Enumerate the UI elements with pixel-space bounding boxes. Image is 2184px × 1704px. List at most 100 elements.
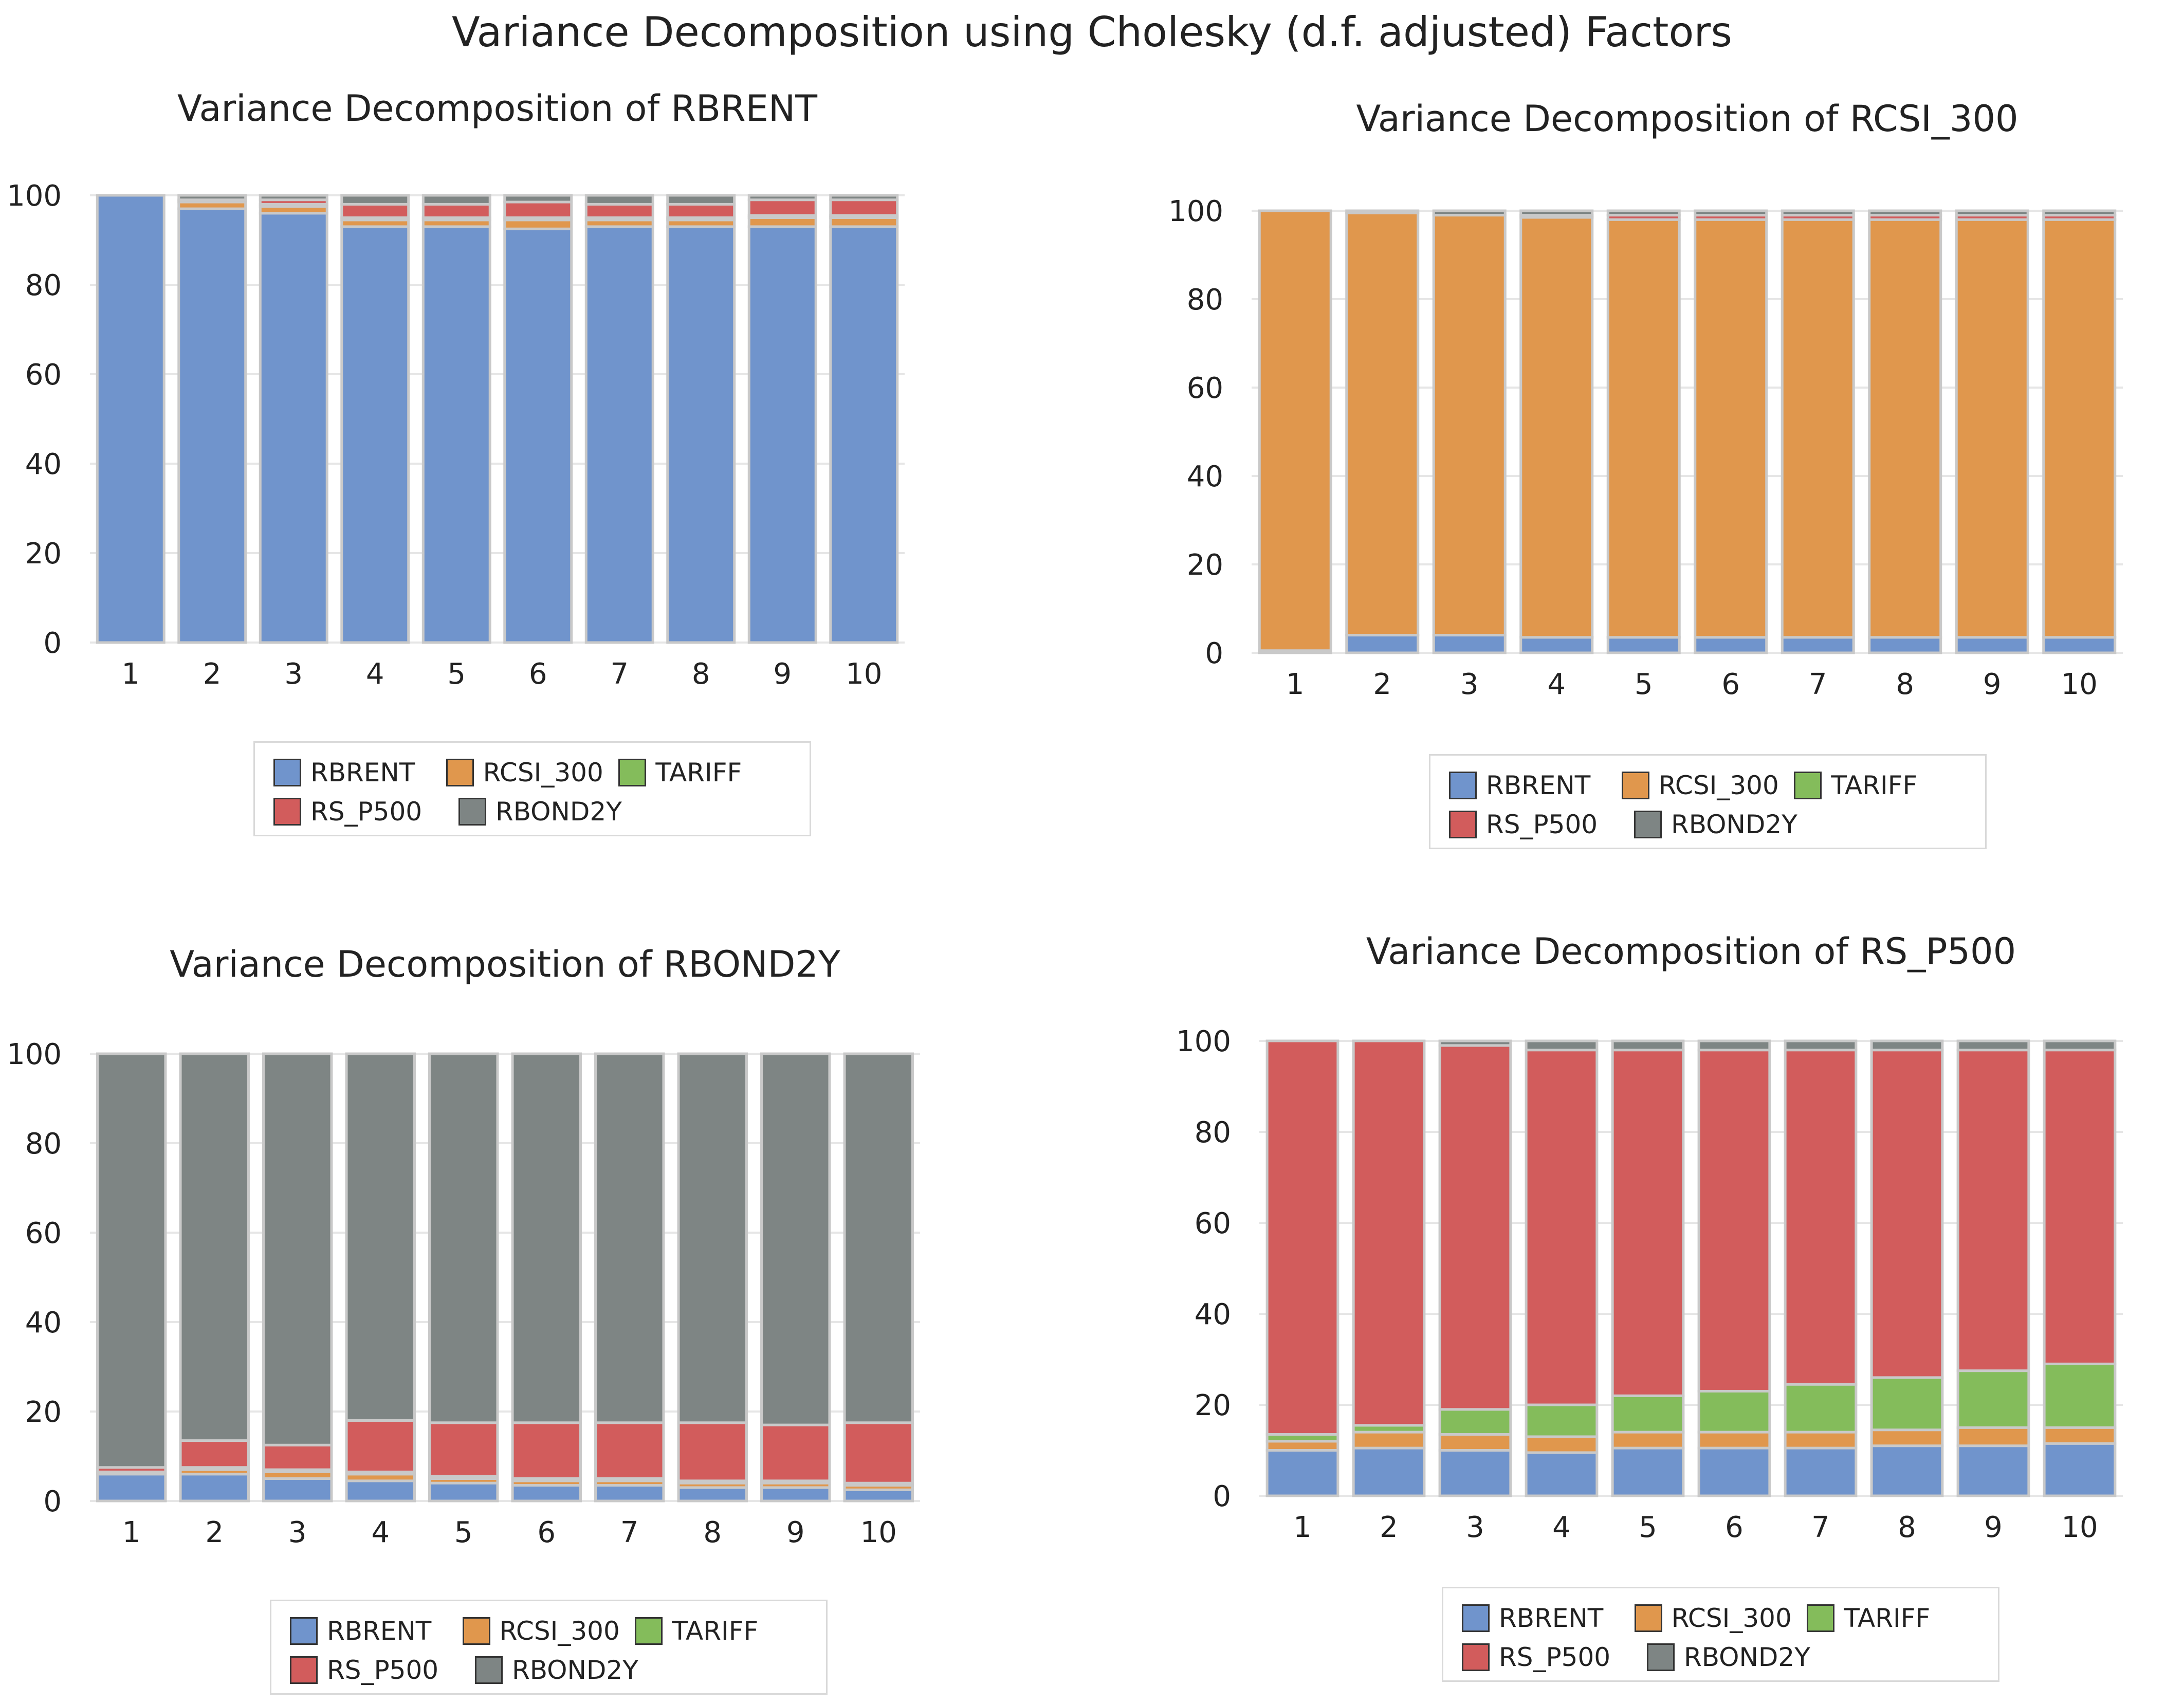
x-tick-label: 2 [1380,1511,1398,1544]
bar-segment-rbond2y [1955,209,2029,217]
bar-segment-tariff [1525,1403,1599,1438]
x-tick-label: 5 [1639,1511,1657,1544]
y-tick-label: 100 [7,179,62,213]
bar-segment-rs-p500 [511,1421,582,1480]
legend-label: RBOND2Y [1684,1642,1810,1672]
x-tick-label: 7 [610,657,629,691]
x-tick-label: 1 [1286,668,1305,701]
y-tick-label: 0 [43,1485,62,1518]
x-tick-label: 2 [205,1516,224,1549]
y-tick-label: 20 [25,1396,62,1429]
bar-segment-rcsi-300 [1258,209,1332,652]
bar-segment-rcsi-300 [1694,218,1768,639]
bar-segment-rbrent [1956,1444,2030,1497]
legend-item-tariff: TARIFF [1807,1603,1979,1633]
bar-segment-rcsi-300 [503,218,573,230]
y-tick-label: 20 [1195,1389,1231,1422]
x-tick-label: 3 [288,1516,307,1549]
legend-label: RS_P500 [1486,810,1598,839]
bar-segment-rbond2y [2043,1039,2117,1052]
bar-segment-rbrent [1519,636,1594,654]
bar-segment-rbond2y [1956,1039,2030,1052]
legend-label: RBRENT [327,1616,432,1646]
legend-swatch [1449,772,1477,799]
bar-segment-tariff [1611,1394,1685,1434]
y-tick-label: 100 [1168,195,1223,228]
legend-item-rbond2y: RBOND2Y [458,797,644,827]
main-title: Variance Decomposition using Cholesky (d… [451,8,1732,56]
x-tick-label: 4 [371,1516,390,1549]
bar-segment-rs-p500 [421,203,491,219]
bar-segment-rbrent [843,1488,914,1503]
chart-rbrent: Variance Decomposition of RBRENT 0 20 40 60 8… [7,87,905,691]
x-tick-label: 5 [454,1516,473,1549]
bar-segment-rcsi-300 [1781,218,1855,639]
x-tick-label: 4 [1552,1511,1571,1544]
x-tick-label: 5 [1635,668,1653,701]
bar-segment-rbrent [747,225,817,644]
legend-label: RCSI_300 [1658,771,1779,800]
x-tick-label: 1 [122,1516,141,1549]
bar-segment-rbond2y [1697,1039,1771,1052]
legend-label: RCSI_300 [483,758,603,787]
bar-segment-rs-p500 [1784,1049,1858,1386]
bar-segment-rbrent [1352,1446,1426,1497]
x-tick-label: 10 [860,1516,897,1549]
legend-swatch [1462,1643,1490,1671]
x-tick-label: 7 [620,1516,639,1549]
legend-rcsi300: RBRENT RCSI_300 TARIFF RS_P500 RBOND2Y [1429,754,1987,849]
legend-label: RS_P500 [310,797,423,827]
chart-title: Variance Decomposition of RBRENT [177,87,817,130]
legend-label: RBRENT [1499,1603,1604,1633]
bar-segment-rbond2y [503,194,573,204]
bar-segment-rbond2y [594,1052,665,1424]
legend-swatch [475,1656,503,1684]
x-tick-label: 6 [1721,668,1740,701]
y-tick-label: 20 [25,537,62,571]
legend-label: RBOND2Y [1671,810,1797,839]
bar-segment-rs-p500 [2043,1049,2117,1365]
legend-label: TARIFF [1831,771,1918,800]
y-tick-label: 60 [1195,1207,1231,1240]
bar-segment-rbrent [1868,636,1942,654]
legend-item-rs-p500: RS_P500 [1449,810,1634,839]
legend-label: RBRENT [1486,771,1591,800]
bar-segment-rbrent [1525,1451,1599,1497]
y-tick-label: 100 [1176,1025,1231,1058]
legend-item-rcsi-300: RCSI_300 [446,758,619,787]
y-tick-label: 80 [1187,283,1223,317]
bar-segment-rbond2y [1606,209,1681,217]
legend-label: RCSI_300 [1671,1603,1792,1633]
x-tick-label: 2 [203,657,222,691]
legend-swatch [290,1617,318,1645]
chart-rsp500: Variance Decomposition of RS_P500 0 20 40 60… [1176,930,2123,1544]
y-tick-label: 0 [43,627,62,660]
bar-segment-rs-p500 [843,1421,914,1485]
bar-segment-rbond2y [666,194,736,206]
bar-segment-rbond2y [1525,1039,1599,1052]
bar-segment-rs-p500 [179,1439,250,1469]
bar-segment-rcsi-300 [1519,216,1594,639]
y-tick-label: 100 [7,1038,62,1071]
bar-segment-rcsi-300 [1868,218,1942,639]
bar-segment-rcsi-300 [2043,1426,2117,1445]
bar-segment-rs-p500 [1352,1039,1426,1427]
bar-segment-rbond2y [584,194,654,206]
bar-segment-rbond2y [428,1052,499,1424]
bar-segment-rbrent [1694,636,1768,654]
bar-segment-rbond2y [843,1052,914,1424]
legend-item-rbond2y: RBOND2Y [475,1655,660,1685]
bar-segment-rbond2y [1870,1039,1944,1052]
y-tick-label: 0 [1213,1480,1231,1513]
bar-segment-rcsi-300 [1784,1431,1858,1450]
bar-segment-rcsi-300 [2042,218,2117,639]
legend-item-rs-p500: RS_P500 [1462,1642,1647,1672]
bar-segment-rbrent [2042,636,2117,654]
x-tick-label: 6 [1725,1511,1743,1544]
bar-segment-rs-p500 [760,1423,831,1482]
legend-label: RCSI_300 [499,1616,620,1646]
bar-segment-rs-p500 [666,203,736,219]
bar-segment-rbond2y [1432,209,1507,217]
bar-segment-rcsi-300 [1438,1433,1512,1452]
bar-segment-rs-p500 [345,1419,416,1473]
